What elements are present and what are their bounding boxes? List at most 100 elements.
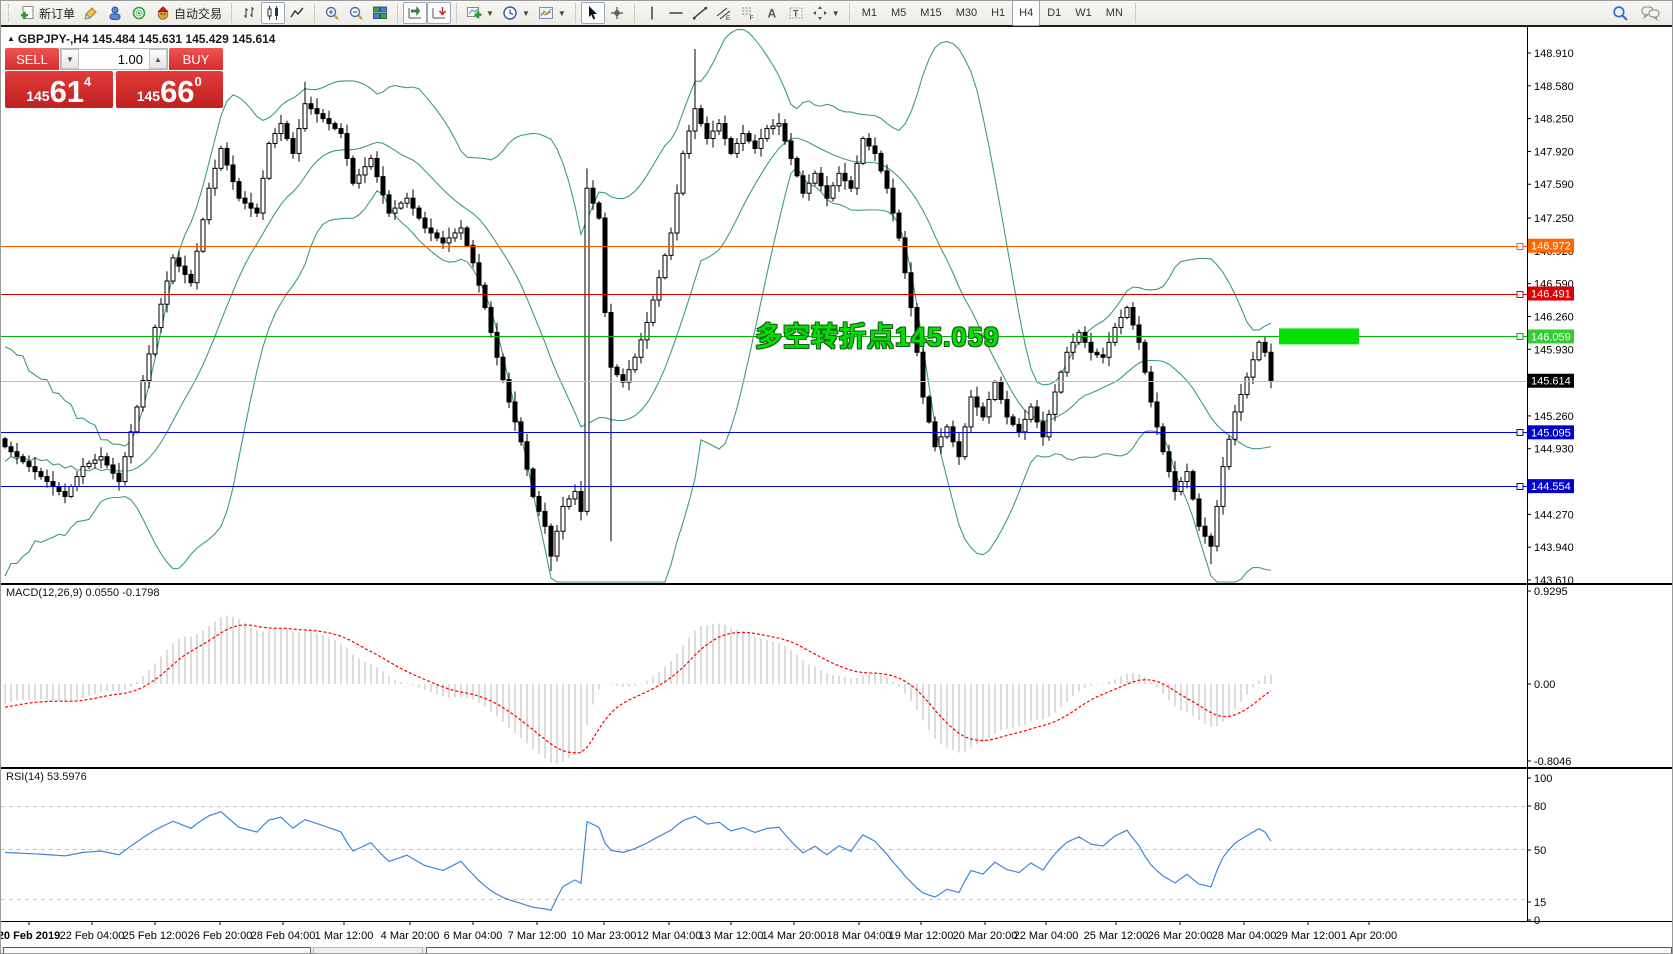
candle-body	[380, 176, 386, 196]
time-tick-label: 20 Feb 2019	[1, 930, 60, 942]
candle-body	[686, 130, 692, 154]
candle-body	[998, 381, 1004, 401]
vertical-line-button[interactable]	[640, 2, 664, 24]
chart-frame	[1, 27, 1673, 922]
candle-body	[1208, 535, 1214, 547]
timeframe-button-H1[interactable]: H1	[991, 7, 1006, 19]
equidistant-channel-button[interactable]: E	[712, 2, 736, 24]
volume-decrease-button[interactable]: ▼	[61, 49, 79, 69]
time-tick-label: 7 Mar 12:00	[508, 930, 567, 942]
text-label-button[interactable]: T	[784, 2, 808, 24]
candle-body	[110, 464, 116, 474]
candle-body	[212, 167, 218, 189]
new-order-button[interactable]: 新订单	[16, 2, 79, 24]
pane-separator[interactable]	[1, 767, 1673, 769]
toolbar-separator	[574, 3, 576, 23]
buy-price-button[interactable]: 145 66 0	[115, 71, 223, 108]
cursor-icon	[588, 6, 597, 20]
timeframe-button-M15[interactable]: M15	[920, 7, 942, 19]
sell-price-pips: 61	[49, 74, 85, 109]
candle-body	[356, 174, 362, 184]
green-rectangle-annotation[interactable]	[1279, 328, 1359, 345]
candle-body	[500, 356, 506, 381]
volume-input[interactable]	[79, 49, 149, 69]
sell-price-whole: 145	[26, 88, 50, 104]
volume-increase-button[interactable]: ▲	[149, 49, 167, 69]
candle-body	[548, 525, 554, 557]
level-handle[interactable]	[1516, 429, 1524, 436]
chart-shift-button[interactable]	[427, 2, 452, 24]
timeframe-button-H4[interactable]: H4	[1012, 1, 1041, 26]
level-price-label	[1528, 329, 1574, 344]
signals-button[interactable]	[127, 2, 151, 24]
cursor-button[interactable]	[580, 2, 605, 24]
zoom-out-button[interactable]	[344, 2, 368, 24]
auto-scroll-button[interactable]	[403, 2, 428, 24]
time-tick-label: 20 Mar 20:00	[953, 930, 1018, 942]
candle-body	[368, 157, 374, 168]
candle-body	[1118, 316, 1124, 328]
buy-button[interactable]: BUY	[169, 48, 223, 70]
timeframe-button-M1[interactable]: M1	[861, 7, 877, 19]
time-tick-label: 22 Mar 04:00	[1014, 930, 1079, 942]
chart-tab[interactable]	[426, 947, 1672, 953]
chart-tab[interactable]	[3, 947, 311, 953]
pane-separator[interactable]	[1, 583, 1673, 585]
zoom-in-button[interactable]	[320, 2, 344, 24]
periods-button[interactable]: ▼	[498, 2, 534, 24]
line-chart-button[interactable]	[285, 2, 309, 24]
sell-price-button[interactable]: 145 61 4	[5, 71, 113, 108]
indicators-button[interactable]: ▼	[462, 2, 498, 24]
crosshair-button[interactable]	[605, 2, 629, 24]
bar-chart-button[interactable]	[237, 2, 261, 24]
time-tick-label: 18 Mar 04:00	[827, 930, 892, 942]
level-handle[interactable]	[1516, 243, 1524, 250]
price-axis[interactable]: 148.910 148.580 148.250 147.920 147.590 147.2…	[1527, 48, 1574, 927]
timeframe-button-D1[interactable]: D1	[1047, 7, 1062, 19]
candle-body	[608, 312, 614, 368]
auto-trading-button[interactable]: 自动交易	[151, 2, 226, 24]
templates-button[interactable]: ▼	[534, 2, 570, 24]
level-handle[interactable]	[1516, 333, 1524, 340]
svg-text:E: E	[726, 15, 731, 21]
arrows-button[interactable]: ▼	[808, 2, 844, 24]
candle-body	[908, 272, 914, 309]
time-tick-label: 25 Feb 12:00	[123, 930, 188, 942]
candle-body	[182, 265, 188, 275]
candle-body	[428, 227, 434, 234]
text-button[interactable]: A	[760, 2, 784, 24]
timeframe-button-W1[interactable]: W1	[1075, 7, 1092, 19]
svg-text:F: F	[749, 15, 753, 21]
horizontal-line-button[interactable]	[664, 2, 688, 24]
timeframe-button-M5[interactable]: M5	[891, 7, 907, 19]
trendline-button[interactable]	[688, 2, 712, 24]
candle-body	[530, 468, 536, 497]
timeframe-button-MN[interactable]: MN	[1105, 7, 1123, 19]
symbol-collapse-icon[interactable]: ▲	[7, 34, 15, 43]
auto-trading-icon	[157, 6, 169, 20]
level-handle[interactable]	[1516, 291, 1524, 298]
fibonacci-button[interactable]: F	[736, 2, 760, 24]
candlestick-chart-button[interactable]	[261, 2, 286, 24]
price-tick-label: 145.260	[1534, 411, 1574, 423]
search-icon[interactable]	[1612, 5, 1629, 22]
level-handle[interactable]	[1516, 483, 1524, 490]
candle-body	[1196, 498, 1202, 527]
candle-body	[614, 366, 620, 376]
candle-body	[860, 138, 866, 164]
chart-tab[interactable]	[313, 947, 423, 953]
metaeditor-button[interactable]	[79, 2, 103, 24]
crosshair-icon	[610, 7, 623, 19]
chat-icon[interactable]	[1641, 5, 1660, 21]
timeframe-button-M30[interactable]: M30	[955, 7, 978, 19]
candle-body	[1172, 471, 1178, 492]
candle-body	[1262, 341, 1268, 353]
time-tick-label: 28 Mar 04:00	[1212, 930, 1277, 942]
community-button[interactable]	[103, 2, 127, 24]
chart-text-annotation[interactable]: 多空转折点145.059	[755, 322, 1000, 352]
candle-body	[806, 182, 812, 194]
sell-button[interactable]: SELL	[5, 48, 59, 70]
tile-windows-button[interactable]	[368, 2, 392, 24]
